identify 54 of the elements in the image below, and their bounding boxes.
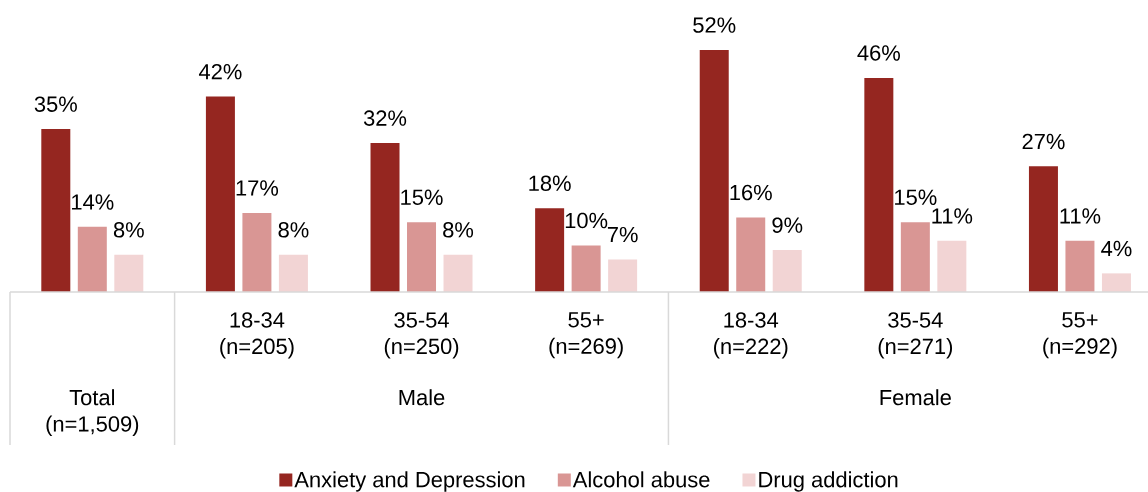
data-label: 52% — [693, 17, 736, 33]
bar — [937, 240, 967, 292]
bar — [535, 208, 565, 292]
data-label: 11% — [932, 208, 973, 224]
x-tick-label: 18-34 (n=205) — [220, 312, 294, 359]
bar — [242, 212, 272, 292]
bar — [1028, 166, 1058, 292]
bar — [370, 143, 400, 292]
bar — [571, 245, 601, 292]
bar — [699, 50, 729, 292]
bar — [278, 254, 308, 292]
bar — [114, 254, 144, 292]
bar — [608, 259, 638, 292]
data-label: 35% — [34, 96, 77, 112]
bar — [864, 77, 894, 292]
x-tick-label: 55+ (n=292) — [1043, 312, 1117, 359]
bar — [41, 129, 71, 292]
data-label: 8% — [278, 222, 309, 238]
x-tick-label: 55+ (n=269) — [549, 312, 623, 359]
bar — [1065, 240, 1095, 292]
data-label: 27% — [1022, 133, 1065, 150]
data-label: 11% — [1060, 208, 1101, 224]
data-label: 32% — [363, 110, 407, 126]
data-label: 8% — [113, 222, 144, 238]
data-label: 15% — [401, 189, 443, 205]
data-label: 10% — [565, 212, 608, 229]
legend-label: Alcohol abuse — [572, 471, 710, 488]
bar — [205, 96, 235, 292]
data-label: 7% — [607, 226, 638, 243]
data-label: 15% — [895, 189, 937, 205]
data-label: 46% — [857, 45, 900, 61]
bar — [443, 254, 473, 292]
data-label: 4% — [1101, 240, 1132, 257]
data-label: 14% — [72, 194, 114, 210]
x-tick-label: 35-54 (n=250) — [384, 312, 459, 359]
x-tick-label: 35-54 (n=271) — [878, 312, 953, 359]
bar — [772, 250, 802, 292]
bar — [407, 222, 437, 292]
data-label: 42% — [198, 63, 242, 80]
text: Total (n=1,509) — [46, 389, 139, 437]
data-label: 9% — [772, 217, 803, 233]
data-label: 16% — [730, 184, 772, 201]
text: Female — [880, 389, 951, 406]
x-tick-label: 18-34 (n=222) — [714, 312, 788, 359]
legend-label: Anxiety and Depression — [294, 471, 525, 492]
bar — [1101, 273, 1131, 292]
data-label: 8% — [443, 222, 474, 238]
data-label: 18% — [529, 175, 571, 192]
text: Male — [399, 389, 445, 406]
legend-label: Drug addiction — [759, 471, 898, 492]
data-label: 17% — [236, 180, 279, 196]
bar — [736, 217, 766, 292]
bar — [900, 222, 930, 292]
bar — [77, 226, 107, 292]
